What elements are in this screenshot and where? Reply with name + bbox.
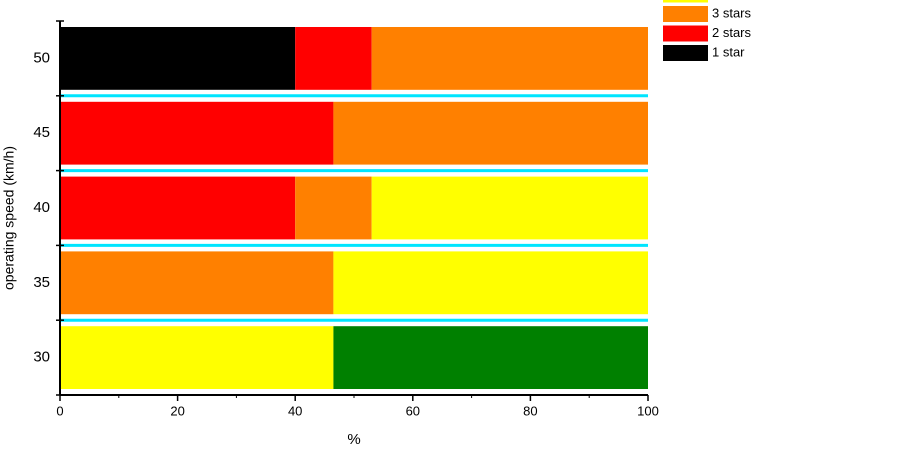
x-tick-label: 60 xyxy=(406,403,420,418)
bar-segment xyxy=(295,176,372,240)
x-tick-label: 100 xyxy=(637,403,659,418)
y-tick-label: 45 xyxy=(33,124,50,141)
bar-segment xyxy=(60,251,334,315)
bar-segment xyxy=(333,326,648,389)
bar-segment xyxy=(60,101,334,165)
x-tick-label: 20 xyxy=(170,403,184,418)
legend-swatch xyxy=(663,0,708,3)
bar-segment xyxy=(333,101,648,165)
legend-label: 2 stars xyxy=(712,25,752,40)
legend-label: 4 stars xyxy=(712,0,752,1)
y-tick-label: 40 xyxy=(33,199,50,216)
y-tick-label: 35 xyxy=(33,274,50,291)
legend-label: 1 star xyxy=(712,44,745,59)
bar-segment xyxy=(333,251,648,315)
y-axis-label: operating speed (km/h) xyxy=(1,146,17,290)
x-axis-label: % xyxy=(347,431,360,448)
legend-swatch xyxy=(663,45,708,61)
bar-segment xyxy=(371,27,648,90)
y-tick-label: 30 xyxy=(33,349,50,366)
x-tick-label: 0 xyxy=(56,403,63,418)
bar-segment xyxy=(60,326,334,389)
bar-segment xyxy=(295,27,372,90)
x-tick-label: 40 xyxy=(288,403,302,418)
x-tick-label: 80 xyxy=(523,403,537,418)
bar-segment xyxy=(60,27,296,90)
legend-swatch xyxy=(663,6,708,22)
y-tick-label: 50 xyxy=(33,49,50,66)
bar-segment xyxy=(60,176,296,240)
legend-swatch xyxy=(663,25,708,42)
bar-segment xyxy=(371,176,648,240)
legend-label: 3 stars xyxy=(712,5,752,20)
